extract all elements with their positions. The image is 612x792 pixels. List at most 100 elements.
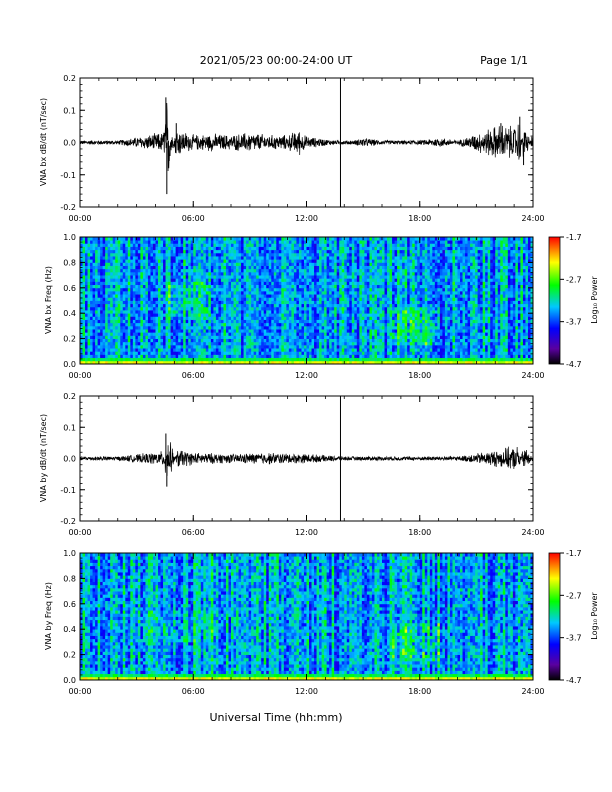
spectrogram-cell: [354, 354, 358, 359]
spectrogram-cell: [183, 357, 187, 362]
spectrogram-cell: [326, 335, 330, 339]
spectrogram-cell: [170, 237, 174, 241]
spectrogram-cell: [180, 252, 184, 257]
spectrogram-cell: [203, 243, 207, 247]
spectrogram-cell: [321, 240, 325, 244]
spectrogram-cell: [374, 319, 378, 324]
spectrogram-cell: [296, 354, 300, 359]
spectrogram-cell: [258, 275, 262, 279]
spectrogram-cell: [371, 246, 375, 251]
spectrogram-cell: [321, 300, 325, 305]
spectrogram-cell: [324, 294, 328, 298]
spectrogram-cell: [374, 249, 378, 254]
spectrogram-cell: [223, 271, 227, 276]
spectrogram-cell: [155, 306, 159, 311]
spectrogram-cell: [170, 322, 174, 327]
spectrogram-cell: [147, 278, 151, 282]
spectrogram-cell: [120, 313, 124, 317]
spectrogram-cell: [278, 341, 282, 346]
spectrogram-cell: [241, 240, 244, 244]
spectrogram-cell: [346, 265, 350, 270]
spectrogram-cell: [210, 310, 214, 314]
spectrogram-cell: [203, 332, 207, 336]
spectrogram-cell: [110, 278, 114, 282]
spectrogram-cell: [364, 268, 368, 273]
spectrogram-cell: [258, 310, 262, 314]
spectrogram-cell: [127, 249, 131, 254]
spectrogram-cell: [130, 360, 134, 365]
spectrogram-cell: [361, 294, 365, 298]
spectrogram-cell: [100, 316, 104, 320]
spectrogram-cell: [311, 271, 315, 276]
spectrogram-cell: [296, 332, 300, 336]
spectrogram-cell: [205, 357, 209, 362]
spectrogram-cell: [311, 332, 315, 336]
spectrogram-cell: [326, 297, 330, 301]
spectrogram-cell: [175, 357, 179, 362]
spectrogram-cell: [379, 316, 383, 320]
spectrogram-cell: [152, 316, 156, 320]
spectrogram-cell: [115, 351, 119, 355]
spectrogram-cell: [361, 252, 365, 257]
spectrogram-cell: [321, 360, 325, 365]
spectrogram-cell: [107, 329, 111, 333]
spectrogram-cell: [341, 284, 345, 289]
spectrogram-cell: [283, 284, 287, 289]
spectrogram-cell: [165, 256, 169, 260]
spectrogram-cell: [208, 319, 212, 324]
spectrogram-cell: [238, 303, 242, 308]
spectrogram-cell: [188, 275, 192, 279]
spectrogram-cell: [120, 287, 124, 292]
spectrogram-cell: [251, 259, 255, 263]
spectrogram-cell: [316, 284, 320, 289]
spectrogram-cell: [205, 278, 209, 282]
spectrogram-cell: [243, 278, 247, 282]
spectrogram-cell: [314, 357, 317, 362]
spectrogram-cell: [321, 256, 325, 260]
spectrogram-cell: [115, 310, 119, 314]
spectrogram-cell: [361, 348, 365, 352]
spectrogram-cell: [127, 237, 131, 241]
spectrogram-cell: [356, 294, 360, 298]
spectrogram-cell: [87, 281, 91, 286]
spectrogram-cell: [319, 256, 322, 260]
spectrogram-cell: [276, 243, 280, 247]
spectrogram-cell: [218, 335, 222, 339]
spectrogram-cell: [309, 322, 312, 327]
spectrogram-cell: [334, 338, 338, 343]
spectrogram-cell: [147, 306, 151, 311]
spectrogram-cell: [200, 268, 204, 273]
spectrogram-cell: [371, 259, 375, 263]
spectrogram-cell: [180, 338, 184, 343]
spectrogram-cell: [185, 259, 189, 263]
spectrogram-cell: [314, 338, 317, 343]
spectrogram-cell: [344, 297, 348, 301]
spectrogram-cell: [173, 265, 177, 270]
spectrogram-cell: [349, 344, 353, 349]
spectrogram-cell: [102, 316, 106, 320]
spectrogram-cell: [248, 325, 252, 330]
spectrogram-cell: [366, 348, 370, 352]
spectrogram-cell: [278, 303, 282, 308]
spectrogram-cell: [311, 284, 315, 289]
spectrogram-cell: [271, 329, 275, 333]
spectrogram-cell: [203, 348, 207, 352]
spectrogram-cell: [142, 290, 146, 295]
spectrogram-cell: [298, 297, 302, 301]
spectrogram-cell: [349, 351, 353, 355]
spectrogram-cell: [291, 281, 295, 286]
spectrogram-cell: [321, 329, 325, 333]
spectrogram-cell: [241, 357, 244, 362]
spectrogram-cell: [215, 341, 219, 346]
spectrogram-cell: [253, 341, 257, 346]
spectrogram-cell: [369, 262, 373, 266]
spectrogram-cell: [278, 268, 282, 273]
spectrogram-cell: [120, 252, 124, 257]
spectrogram-cell: [140, 249, 144, 254]
spectrogram-cell: [291, 284, 295, 289]
spectrogram-cell: [306, 246, 310, 251]
spectrogram-cell: [356, 256, 360, 260]
spectrogram-cell: [354, 322, 358, 327]
spectrogram-cell: [158, 243, 161, 247]
spectrogram-cell: [185, 319, 189, 324]
